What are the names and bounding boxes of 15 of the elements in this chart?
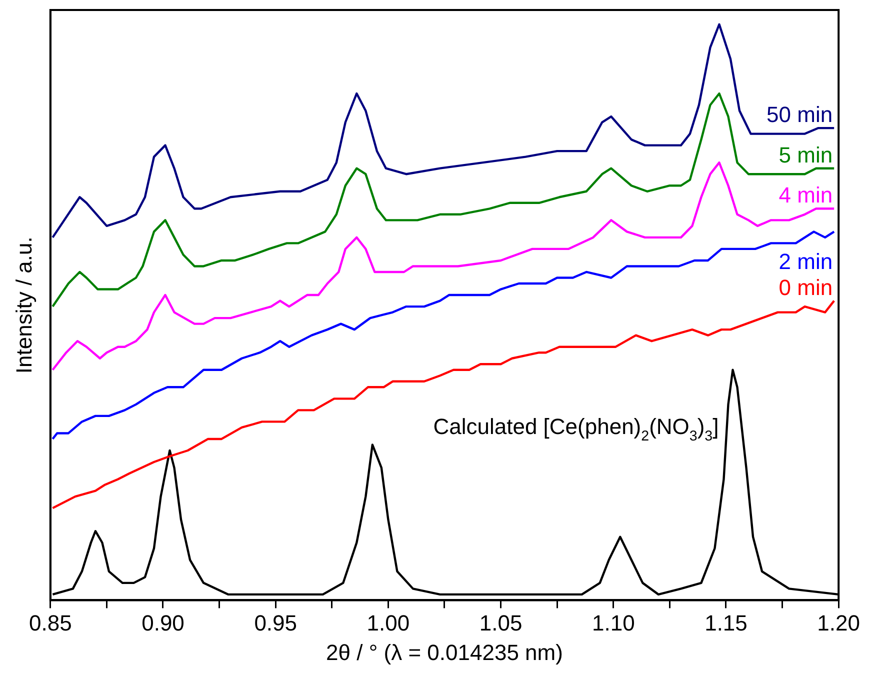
- x-tick-label: 0.90: [142, 610, 184, 636]
- x-tick-label: 1.05: [479, 610, 522, 636]
- series-label: 4 min: [778, 182, 833, 208]
- x-tick-label: 1.10: [592, 610, 635, 636]
- x-tick-label: 1.20: [817, 610, 860, 636]
- series-label: 0 min: [778, 274, 833, 300]
- series-label: 50 min: [766, 102, 833, 128]
- series-label: 2 min: [778, 249, 833, 274]
- x-tick-label: 1.00: [366, 610, 410, 636]
- x-tick-label: 1.15: [704, 610, 748, 636]
- y-axis-title: Intensity / a.u.: [11, 236, 36, 374]
- x-tick-label: 0.95: [254, 610, 298, 636]
- x-tick-label: 0.85: [28, 610, 72, 636]
- x-axis-title: 2θ / ° (λ = 0.014235 nm): [326, 640, 563, 665]
- series-label: 5 min: [778, 142, 833, 168]
